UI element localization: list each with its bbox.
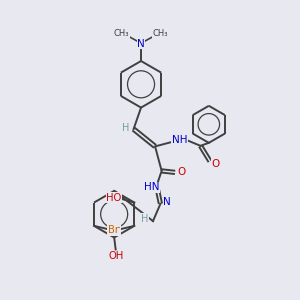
Text: H: H [141,214,148,224]
Text: NH: NH [172,135,187,145]
Text: CH₃: CH₃ [114,29,129,38]
Text: N: N [137,39,145,49]
Text: HO: HO [106,193,122,203]
Text: CH₃: CH₃ [153,29,168,38]
Text: HN: HN [144,182,160,192]
Text: H: H [122,123,129,133]
Text: Br: Br [110,225,120,235]
Text: O: O [177,167,185,177]
Text: Br: Br [108,225,119,235]
Text: OH: OH [108,251,123,261]
Text: O: O [211,159,220,169]
Text: N: N [163,197,171,207]
